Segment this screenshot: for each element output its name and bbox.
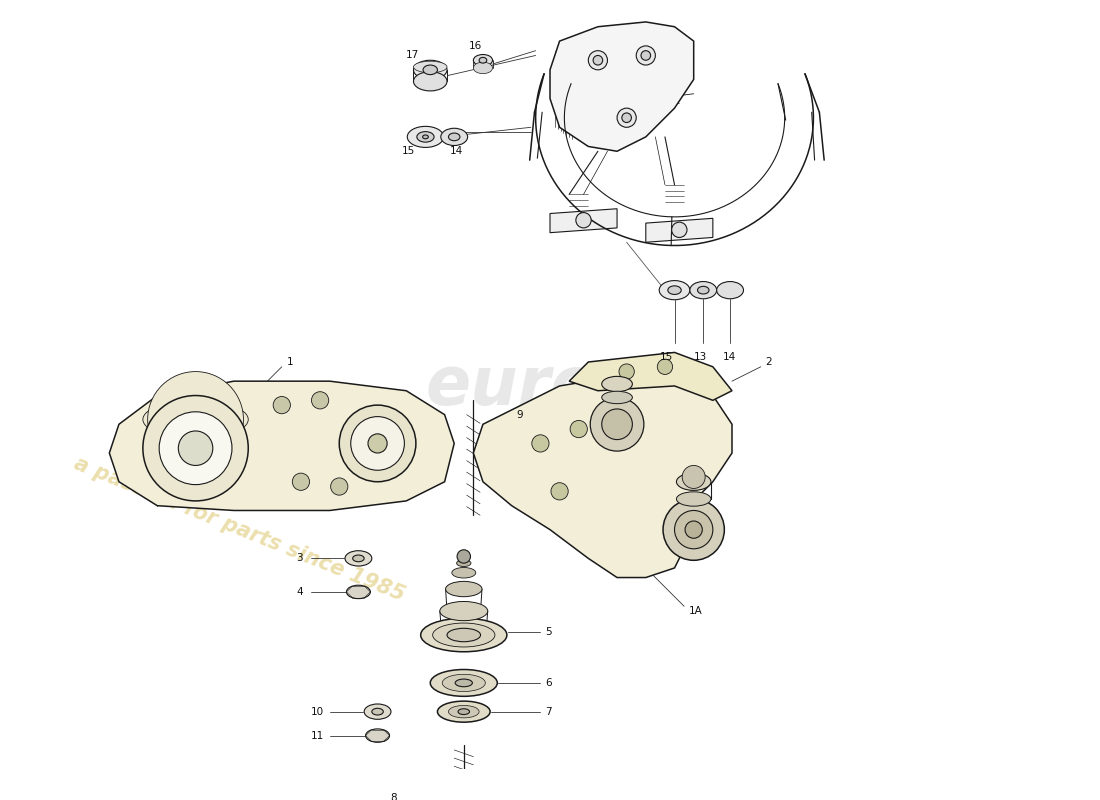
Text: 1: 1 <box>287 357 294 367</box>
Ellipse shape <box>365 729 389 742</box>
Text: 9: 9 <box>517 410 524 420</box>
Polygon shape <box>473 376 732 578</box>
Text: 7: 7 <box>546 706 552 717</box>
Text: 5: 5 <box>546 627 552 637</box>
Ellipse shape <box>659 281 690 300</box>
Text: 2: 2 <box>766 357 772 367</box>
Circle shape <box>160 412 232 485</box>
Polygon shape <box>550 209 617 233</box>
Ellipse shape <box>346 585 371 598</box>
Ellipse shape <box>417 132 434 142</box>
Polygon shape <box>109 381 454 510</box>
Ellipse shape <box>414 72 447 91</box>
Ellipse shape <box>452 567 476 578</box>
Ellipse shape <box>414 62 447 73</box>
Ellipse shape <box>143 400 249 438</box>
Text: 15: 15 <box>402 146 415 156</box>
Text: 10: 10 <box>310 706 323 717</box>
Ellipse shape <box>441 128 468 146</box>
Ellipse shape <box>697 286 710 294</box>
Ellipse shape <box>449 133 460 141</box>
Ellipse shape <box>676 473 711 490</box>
Ellipse shape <box>717 282 744 298</box>
Ellipse shape <box>480 58 487 63</box>
Circle shape <box>368 434 387 453</box>
Ellipse shape <box>602 391 632 404</box>
Text: 4: 4 <box>296 587 303 597</box>
Text: 15: 15 <box>660 352 673 362</box>
Ellipse shape <box>455 679 472 686</box>
Text: 3: 3 <box>296 554 303 563</box>
Circle shape <box>658 359 672 374</box>
Ellipse shape <box>440 602 487 621</box>
Polygon shape <box>550 22 694 151</box>
Ellipse shape <box>602 376 632 392</box>
Ellipse shape <box>438 701 491 722</box>
Ellipse shape <box>345 550 372 566</box>
Polygon shape <box>569 353 732 400</box>
Text: 16: 16 <box>469 41 482 51</box>
Text: 13: 13 <box>694 352 707 362</box>
Ellipse shape <box>432 623 495 647</box>
Text: 14: 14 <box>450 146 463 156</box>
Ellipse shape <box>424 65 438 74</box>
Text: europ: europ <box>426 353 645 419</box>
Ellipse shape <box>364 704 390 719</box>
Text: 1A: 1A <box>689 606 703 616</box>
Circle shape <box>570 421 587 438</box>
Text: 6: 6 <box>546 678 552 688</box>
Ellipse shape <box>446 582 482 597</box>
Circle shape <box>682 466 705 489</box>
Ellipse shape <box>422 135 428 139</box>
Text: 8: 8 <box>390 793 397 800</box>
Circle shape <box>672 222 688 238</box>
Ellipse shape <box>676 492 711 506</box>
Circle shape <box>331 478 348 495</box>
Ellipse shape <box>456 560 471 566</box>
Circle shape <box>636 46 656 65</box>
Text: 17: 17 <box>406 50 419 61</box>
Ellipse shape <box>372 708 383 715</box>
Ellipse shape <box>353 555 364 562</box>
Text: 11: 11 <box>310 730 323 741</box>
Circle shape <box>351 417 405 470</box>
Circle shape <box>143 395 249 501</box>
Ellipse shape <box>407 126 443 147</box>
Circle shape <box>663 499 724 560</box>
Circle shape <box>602 409 632 439</box>
Circle shape <box>593 55 603 65</box>
Text: 14: 14 <box>723 352 736 362</box>
Circle shape <box>178 431 212 466</box>
Ellipse shape <box>473 62 493 74</box>
Circle shape <box>674 510 713 549</box>
Circle shape <box>293 473 309 490</box>
Ellipse shape <box>414 60 447 79</box>
Circle shape <box>458 550 471 563</box>
Circle shape <box>641 50 650 60</box>
Ellipse shape <box>420 618 507 652</box>
Ellipse shape <box>690 282 717 298</box>
Circle shape <box>591 398 644 451</box>
Circle shape <box>339 405 416 482</box>
Ellipse shape <box>449 706 480 718</box>
Ellipse shape <box>473 54 493 66</box>
Circle shape <box>576 213 591 228</box>
Circle shape <box>311 392 329 409</box>
Ellipse shape <box>442 674 485 691</box>
Ellipse shape <box>430 670 497 696</box>
Polygon shape <box>646 218 713 242</box>
Ellipse shape <box>458 709 470 714</box>
Circle shape <box>531 435 549 452</box>
Circle shape <box>617 108 636 127</box>
Circle shape <box>588 50 607 70</box>
Circle shape <box>147 371 243 467</box>
Circle shape <box>619 364 635 379</box>
Circle shape <box>273 397 290 414</box>
Circle shape <box>685 521 702 538</box>
Ellipse shape <box>447 628 481 642</box>
Ellipse shape <box>668 286 681 294</box>
Circle shape <box>621 113 631 122</box>
Text: a passion for parts since 1985: a passion for parts since 1985 <box>72 454 408 606</box>
Circle shape <box>551 482 569 500</box>
